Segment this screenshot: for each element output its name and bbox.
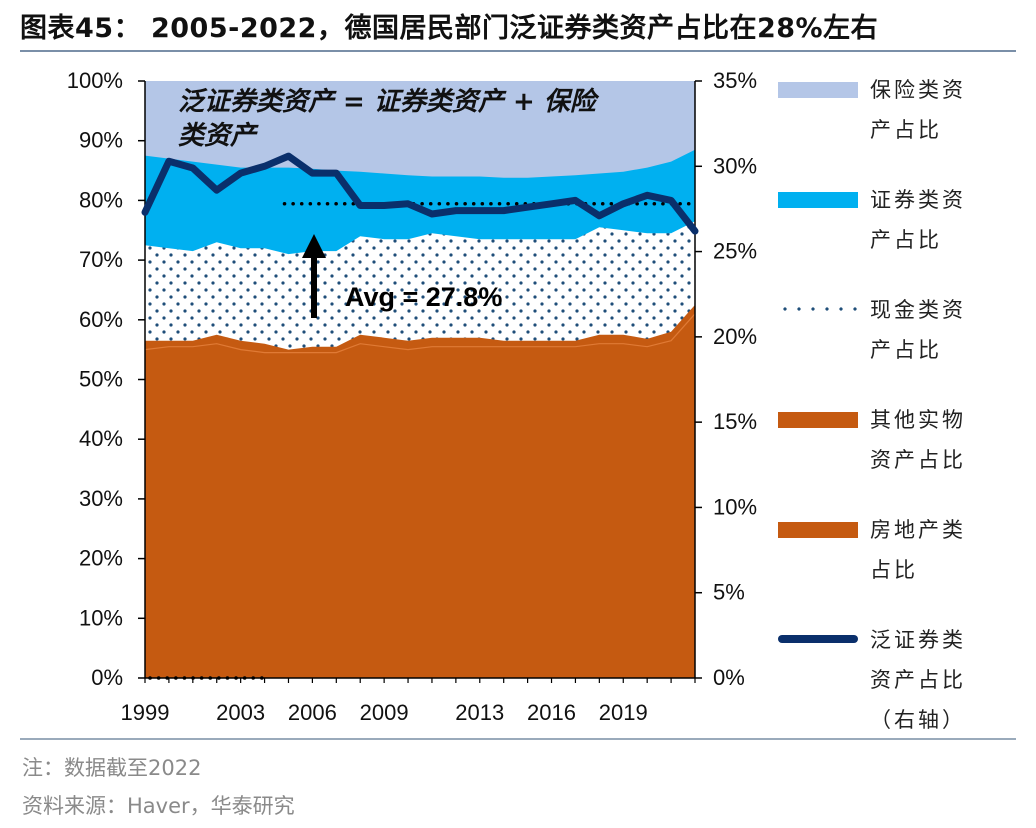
right-tick-label: 15% [713, 409, 757, 434]
x-tick-label: 2003 [216, 700, 265, 725]
area-boundary-real-estate [144, 313, 696, 354]
x-tick-label: 2016 [527, 700, 576, 725]
area-real-estate [145, 313, 695, 678]
chart-title: 图表45： 2005-2022，德国居民部门泛证券类资产占比在28%左右 [20, 13, 879, 44]
legend-swatch-real-estate [778, 522, 858, 538]
right-tick-label: 30% [713, 153, 757, 178]
right-tick-label: 0% [713, 665, 745, 690]
legend-swatch-securities [778, 192, 858, 208]
legend-swatch-broad-line [778, 635, 858, 643]
source-note: 资料来源：Haver，华泰研究 [22, 794, 295, 818]
right-tick-label: 25% [713, 239, 757, 264]
x-tick-label: 2019 [599, 700, 648, 725]
footer-rule [20, 738, 1016, 740]
x-tick-label: 2013 [455, 700, 504, 725]
x-tick-label: 2009 [360, 700, 409, 725]
chart-canvas: 0% 10% 20% 30% 40% 50% 60% 70% 80% 90% 100% 0% 5% 10%… [67, 68, 757, 725]
left-tick-label: 80% [79, 187, 123, 212]
legend-label-other-real: 其他实物资产占比 [870, 408, 966, 472]
avg-arrow-head [302, 234, 326, 258]
legend-label-cash: 现金类资产占比 [870, 298, 966, 362]
legend-label-broad-line: 泛证券类资产占比（右轴） [870, 628, 966, 732]
formula-annotation-line1: 泛证券类资产 = 证券类资产 + 保险 [178, 87, 600, 117]
left-tick-label: 0% [91, 665, 123, 690]
title-rule [20, 50, 1016, 52]
legend-swatch-insurance [778, 82, 858, 98]
left-tick-label: 40% [79, 426, 123, 451]
left-tick-label: 20% [79, 546, 123, 571]
legend-label-insurance: 保险类资产占比 [870, 78, 966, 142]
left-tick-label: 10% [79, 605, 123, 630]
formula-annotation-line2: 类资产 [178, 121, 259, 151]
legend-swatch-cash [778, 304, 858, 314]
series-line-broad-securities [141, 152, 699, 235]
x-tick-label: 2006 [288, 700, 337, 725]
left-tick-label: 100% [67, 68, 123, 93]
right-tick-label: 5% [713, 580, 745, 605]
legend-label-real-estate: 房地产类占比 [870, 518, 966, 582]
left-tick-label: 50% [79, 367, 123, 392]
left-tick-label: 90% [79, 128, 123, 153]
right-tick-label: 35% [713, 68, 757, 93]
right-tick-label: 20% [713, 324, 757, 349]
legend-label-securities: 证券类资产占比 [870, 188, 966, 252]
left-tick-label: 70% [79, 247, 123, 272]
footnote: 注：数据截至2022 [22, 756, 202, 780]
x-tick-label: 1999 [121, 700, 170, 725]
legend-swatch-other-real [778, 412, 858, 428]
left-tick-label: 60% [79, 307, 123, 332]
right-tick-label: 10% [713, 494, 757, 519]
left-tick-label: 30% [79, 486, 123, 511]
avg-annotation: Avg = 27.8% [345, 282, 502, 312]
